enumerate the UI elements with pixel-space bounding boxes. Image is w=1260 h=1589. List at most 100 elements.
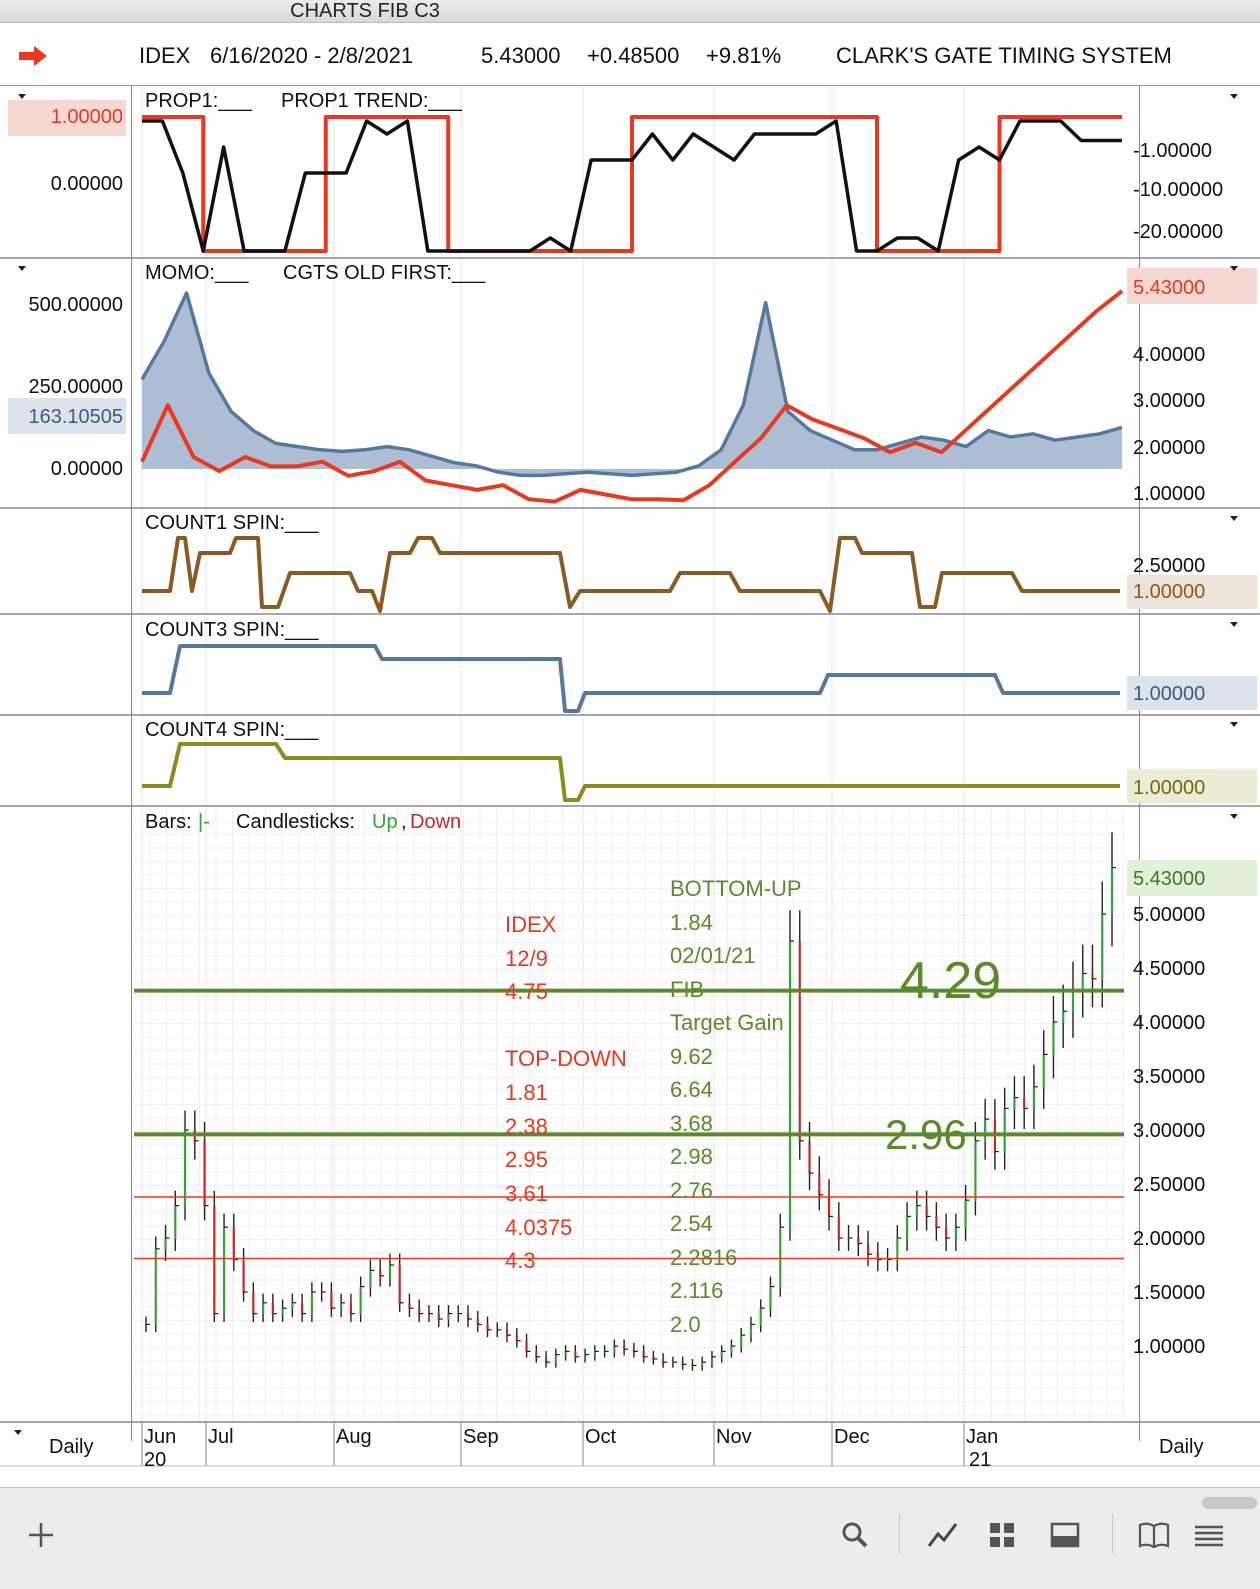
- right-tick: 5.43000: [1133, 277, 1205, 299]
- cgts-old-first-area: [142, 293, 1122, 476]
- count4-legend: COUNT4 SPIN:___: [145, 719, 319, 741]
- momo-legend: MOMO:___: [145, 262, 249, 284]
- month-label: Jan: [966, 1426, 998, 1448]
- change-label: +0.48500: [587, 43, 680, 68]
- right-tick: 1.00000: [1133, 483, 1205, 505]
- annotation-red: 4.3: [505, 1248, 536, 1273]
- right-tick: 4.00000: [1133, 1012, 1205, 1034]
- window-title-bar: CHARTS FIB C3: [0, 0, 1260, 23]
- count3-legend: COUNT3 SPIN:___: [145, 619, 319, 641]
- annotation-red: 4.75: [505, 979, 548, 1004]
- right-tick: 2.00000: [1133, 1228, 1205, 1250]
- left-scale-column: [0, 86, 132, 1441]
- month-label: Dec: [834, 1426, 870, 1448]
- month-label: Aug: [336, 1426, 372, 1448]
- right-tick: 5.43000: [1133, 868, 1205, 890]
- chevron-down-icon: [18, 94, 26, 99]
- period-label-right: Daily: [1159, 1436, 1203, 1458]
- right-tick: 1.00000: [1133, 777, 1205, 799]
- right-tick: 1.00000: [1133, 581, 1205, 603]
- chevron-down-icon: [1230, 622, 1238, 627]
- count4-spin-line: [142, 742, 1120, 802]
- arrow-right-icon[interactable]: [18, 45, 48, 67]
- right-tick: 1.00000: [1133, 683, 1205, 705]
- annotation-green: 2.116: [670, 1278, 723, 1303]
- month-label: Sep: [463, 1426, 499, 1448]
- fib-label-large: 4.29: [900, 952, 1001, 1010]
- line-chart-icon[interactable]: [926, 1518, 960, 1552]
- prop1-trend-line: [142, 115, 1122, 253]
- annotation-green: 2.54: [670, 1211, 713, 1236]
- window-title: CHARTS FIB C3: [290, 0, 440, 22]
- left-tick: 500.00000: [28, 294, 123, 316]
- bars-legend-symbol: |-: [198, 811, 210, 833]
- right-highlight-box: [1127, 268, 1257, 304]
- chart-labels: PROP1:___ PROP1 TREND:___ MOMO:___ CGTS OLD…: [8, 90, 1257, 1471]
- change-pct-label: +9.81%: [706, 43, 782, 68]
- book-icon[interactable]: [1137, 1518, 1171, 1552]
- annotation-red: 2.95: [505, 1147, 548, 1172]
- chart-area[interactable]: PROP1:___ PROP1 TREND:___ MOMO:___ CGTS OLD…: [0, 86, 1260, 1487]
- month-label: Nov: [716, 1426, 752, 1448]
- panel-layout-icon[interactable]: [1048, 1518, 1082, 1552]
- annotation-green: 02/01/21: [670, 943, 756, 968]
- grid-icon[interactable]: [985, 1518, 1019, 1552]
- count1-spin-line: [142, 536, 1120, 613]
- bottom-toolbar: [0, 1487, 1260, 1589]
- cgts-legend: CGTS OLD FIRST:___: [283, 262, 486, 284]
- add-icon[interactable]: [24, 1518, 58, 1552]
- cgts-old-first-line: [140, 291, 1123, 478]
- annotation-red: 1.81: [505, 1080, 548, 1105]
- annotation-red: 12/9: [505, 946, 548, 971]
- right-tick: 2.50000: [1133, 555, 1205, 577]
- period-label-left: Daily: [49, 1436, 93, 1458]
- candles-down-legend: Down: [410, 811, 461, 833]
- prop1-line: [142, 119, 1122, 253]
- left-tick: 1.00000: [51, 106, 123, 128]
- scrollbar-thumb[interactable]: [1202, 1497, 1257, 1509]
- annotation-green: 2.0: [670, 1312, 701, 1337]
- chevron-down-icon: [18, 266, 26, 271]
- panel-separators: [0, 257, 1260, 1467]
- right-tick: 2.00000: [1133, 437, 1205, 459]
- left-highlight-box: [8, 100, 126, 136]
- annotation-red: 3.61: [505, 1181, 548, 1206]
- month-label: Jul: [208, 1426, 234, 1448]
- chart-marks: [134, 115, 1124, 1371]
- month-label: Oct: [585, 1426, 617, 1448]
- symbol-label[interactable]: IDEX: [139, 43, 191, 68]
- prop1-legend: PROP1:___: [145, 90, 253, 112]
- right-highlight-box: [1127, 676, 1257, 710]
- momo-line: [140, 289, 1124, 504]
- chevron-down-icon: [1230, 94, 1238, 99]
- annotation-green: 3.68: [670, 1111, 713, 1136]
- annotation-red: IDEX: [505, 912, 557, 937]
- right-highlight-box: [1127, 860, 1257, 896]
- right-tick: -1.00000: [1133, 140, 1212, 162]
- left-tick: 163.10505: [28, 406, 123, 428]
- right-tick: 1.00000: [1133, 1336, 1205, 1358]
- right-tick: 4.50000: [1133, 958, 1205, 980]
- candles-up-legend: Up: [372, 811, 398, 833]
- chevron-down-icon: [1230, 516, 1238, 521]
- annotation-green: 2.98: [670, 1144, 713, 1169]
- annotation-green: 2.76: [670, 1178, 713, 1203]
- right-highlight-box: [1127, 575, 1257, 609]
- search-icon[interactable]: [838, 1518, 872, 1552]
- count1-legend: COUNT1 SPIN:___: [145, 512, 319, 534]
- menu-icon[interactable]: [1192, 1518, 1226, 1552]
- right-highlight-box: [1127, 769, 1257, 803]
- annotation-red: 2.38: [505, 1114, 548, 1139]
- annotation-green: 9.62: [670, 1044, 713, 1069]
- chart-header: IDEX 6/16/2020 - 2/8/2021 5.43000 +0.485…: [0, 23, 1260, 86]
- annotation-red: 4.0375: [505, 1215, 572, 1240]
- fib-label-large: 2.96: [885, 1111, 967, 1158]
- left-tick: 250.00000: [28, 376, 123, 398]
- year-label: 21: [969, 1449, 991, 1471]
- bars-legend: Bars:: [145, 811, 192, 833]
- chevron-down-icon: [1230, 722, 1238, 727]
- right-tick: 1.50000: [1133, 1282, 1205, 1304]
- last-price-label: 5.43000: [481, 43, 561, 68]
- right-tick: -10.00000: [1133, 179, 1223, 201]
- left-highlight-box: [8, 398, 126, 434]
